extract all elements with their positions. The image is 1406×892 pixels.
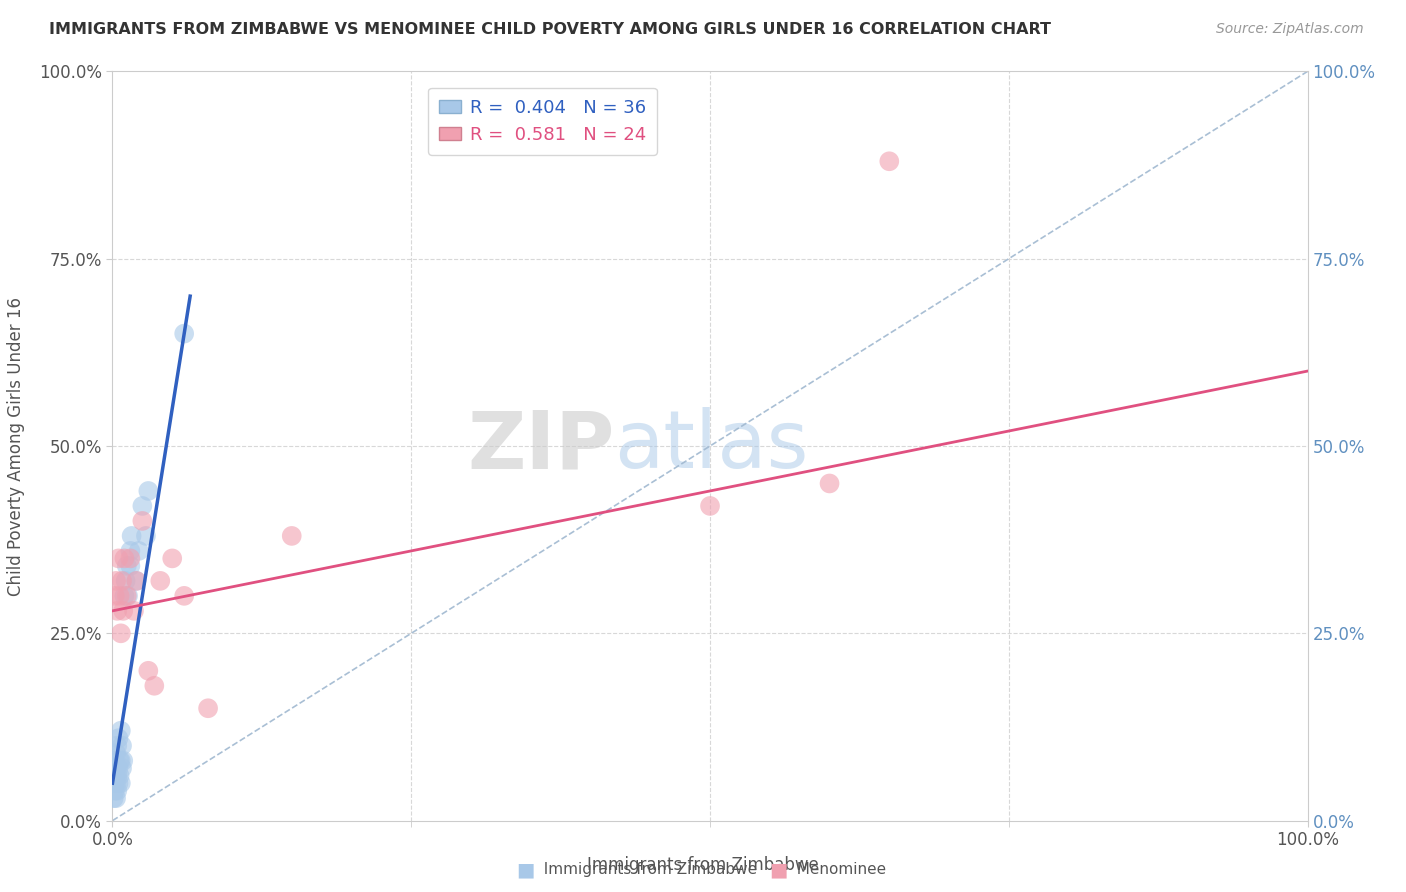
Point: [110, 754, 132, 768]
Text: Source: ZipAtlas.com: Source: ZipAtlas.com: [1216, 22, 1364, 37]
Point: [138, 664, 160, 678]
Point: [103, 776, 125, 790]
Y-axis label: Child Poverty Among Girls Under 16: Child Poverty Among Girls Under 16: [7, 296, 25, 596]
Text: Menominee: Menominee: [787, 863, 887, 877]
Point: [135, 529, 157, 543]
Point: [143, 679, 166, 693]
Point: [110, 723, 132, 738]
Point: [117, 589, 139, 603]
Text: atlas: atlas: [614, 407, 808, 485]
Point: [818, 476, 841, 491]
Point: [149, 574, 172, 588]
Point: [131, 499, 153, 513]
Text: Immigrants from Zimbabwe: Immigrants from Zimbabwe: [588, 856, 818, 874]
Text: IMMIGRANTS FROM ZIMBABWE VS MENOMINEE CHILD POVERTY AMONG GIRLS UNDER 16 CORRELA: IMMIGRANTS FROM ZIMBABWE VS MENOMINEE CH…: [49, 22, 1052, 37]
Point: [122, 604, 145, 618]
Point: [105, 761, 128, 775]
Point: [105, 574, 128, 588]
Point: [105, 791, 128, 805]
Point: [114, 551, 135, 566]
Legend: R =  0.404   N = 36, R =  0.581   N = 24: R = 0.404 N = 36, R = 0.581 N = 24: [429, 88, 657, 154]
Point: [104, 754, 127, 768]
Point: [125, 574, 148, 588]
Point: [105, 776, 128, 790]
Point: [120, 558, 142, 573]
Point: [105, 604, 128, 618]
Point: [112, 754, 135, 768]
Point: [104, 769, 127, 783]
Point: [104, 783, 127, 797]
Point: [121, 529, 143, 543]
Point: [173, 326, 195, 341]
Point: [112, 604, 135, 618]
Point: [125, 574, 148, 588]
Point: [138, 483, 160, 498]
Point: [108, 589, 131, 603]
Point: [120, 551, 142, 566]
Point: [110, 776, 132, 790]
Point: [111, 761, 134, 775]
Point: [173, 589, 195, 603]
Point: [699, 499, 721, 513]
Point: [114, 574, 136, 588]
Point: [115, 558, 138, 573]
Point: [108, 754, 131, 768]
Point: [114, 589, 135, 603]
Text: Immigrants from Zimbabwe: Immigrants from Zimbabwe: [534, 863, 758, 877]
Text: ■: ■: [769, 860, 787, 880]
Point: [104, 589, 127, 603]
Point: [105, 783, 128, 797]
Point: [879, 154, 901, 169]
Point: [108, 769, 131, 783]
Text: ■: ■: [516, 860, 534, 880]
Point: [120, 544, 142, 558]
Point: [128, 544, 150, 558]
Point: [281, 529, 304, 543]
Point: [105, 769, 128, 783]
Point: [105, 746, 128, 760]
Point: [115, 589, 138, 603]
Point: [111, 574, 134, 588]
Point: [107, 551, 129, 566]
Point: [197, 701, 219, 715]
Point: [111, 739, 134, 753]
Point: [131, 514, 153, 528]
Point: [105, 739, 128, 753]
Point: [162, 551, 183, 566]
Point: [103, 791, 125, 805]
Point: [107, 761, 129, 775]
Text: ZIP: ZIP: [467, 407, 614, 485]
Point: [110, 626, 132, 640]
Point: [107, 776, 129, 790]
Point: [107, 731, 129, 746]
